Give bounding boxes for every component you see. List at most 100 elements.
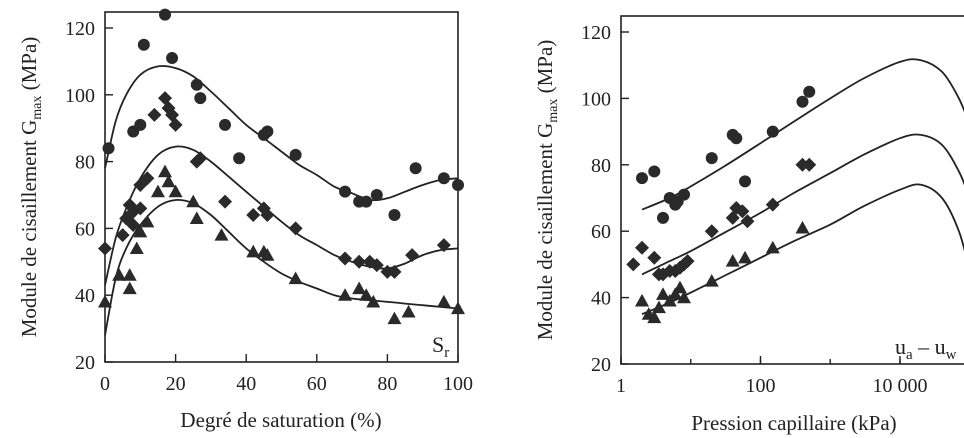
capillary-pressure-chart-y-axis-label: Module de cisaillement Gmax (MPa)	[533, 40, 561, 341]
saturation-chart-y-tick-label: 80	[75, 152, 95, 174]
saturation-chart-diamond-point	[405, 248, 420, 263]
saturation-chart-diamond-point	[193, 151, 208, 166]
saturation-chart-triangle-point	[189, 211, 204, 224]
capillary-pressure-chart-diamond-point	[704, 224, 719, 239]
saturation-chart-triangle-point	[122, 281, 137, 295]
capillary-pressure-chart-circle-point	[635, 172, 648, 185]
capillary-pressure-chart-corner-label-sub: a	[906, 347, 913, 363]
saturation-chart-diamond-point	[288, 221, 303, 236]
capillary-pressure-chart-triangle-point	[795, 220, 810, 234]
saturation-chart-diamond-point	[380, 264, 395, 279]
capillary-pressure-chart-diamond-point	[802, 157, 817, 172]
saturation-chart-y-axis-label-main: Module de cisaillement G	[17, 120, 41, 338]
saturation-chart-diamond-point	[126, 218, 141, 233]
saturation-chart-circle-point	[360, 195, 373, 208]
saturation-chart-circle-point	[166, 52, 179, 65]
saturation-chart-triangle-point	[133, 224, 148, 238]
saturation-chart-triangle-point	[352, 281, 367, 295]
capillary-pressure-chart-y-tick-label: 40	[591, 288, 611, 310]
saturation-chart-circle-point	[194, 92, 207, 105]
capillary-pressure-chart-circle-fit-curve	[641, 58, 964, 211]
capillary-pressure-chart-circle-point	[648, 165, 661, 178]
capillary-pressure-chart-y-axis-label-main: Module de cisaillement G	[533, 123, 557, 341]
capillary-pressure-chart-circle-point	[739, 175, 752, 188]
capillary-pressure-chart-y-axis-label-unit: (MPa)	[533, 40, 557, 99]
capillary-pressure-chart-triangle-point	[704, 274, 719, 287]
saturation-chart-y-axis-label: Module de cisaillement Gmax (MPa)	[17, 37, 45, 338]
saturation-chart-diamond-point	[387, 264, 402, 279]
saturation-chart-y-tick-label: 120	[65, 18, 95, 40]
capillary-pressure-chart-circle-point	[766, 125, 779, 138]
saturation-chart-triangle-point	[140, 214, 155, 228]
saturation-chart-y-axis-label-unit: (MPa)	[17, 37, 41, 96]
saturation-chart-triangle-point	[161, 174, 176, 188]
capillary-pressure-chart-triangle-point	[634, 293, 649, 307]
saturation-chart-circle-point	[289, 148, 302, 161]
saturation-chart-diamond-point	[369, 258, 384, 273]
saturation-chart-triangle-point	[246, 244, 261, 258]
saturation-chart-circle-point	[339, 185, 352, 198]
saturation-chart-circle-point	[102, 142, 115, 155]
saturation-chart-diamond-point	[436, 238, 451, 253]
saturation-chart-y-axis-label-sub: max	[30, 96, 45, 120]
saturation-chart-corner-label-main: S	[432, 332, 444, 357]
capillary-pressure-chart-corner-label-sub2: w	[946, 347, 957, 363]
saturation-chart-diamond-point	[352, 254, 367, 269]
saturation-chart-circle-point	[388, 209, 401, 222]
capillary-pressure-chart-markers	[626, 85, 817, 324]
capillary-pressure-chart-x-axis-label: Pression capillaire (kPa)	[691, 411, 896, 435]
saturation-chart-diamond-point	[246, 208, 261, 223]
capillary-pressure-chart: 1 100 10 000 20 40 60 80 100 120 Pression capill…	[533, 15, 964, 435]
capillary-pressure-chart-triangle-point	[676, 290, 691, 304]
capillary-pressure-chart-corner-label-main: u	[895, 334, 906, 359]
saturation-chart-triangle-point	[260, 248, 275, 261]
capillary-pressure-chart-circle-point	[677, 188, 690, 201]
saturation-chart-diamond-point	[260, 208, 275, 223]
saturation-chart-triangle-point	[150, 184, 165, 198]
capillary-pressure-chart-y-tick-label: 60	[591, 221, 611, 243]
capillary-pressure-chart-frame	[620, 15, 964, 365]
capillary-pressure-chart-diamond-point	[634, 240, 649, 255]
capillary-pressure-chart-diamond-point	[740, 214, 755, 229]
capillary-pressure-chart-y-axis-label-sub: max	[546, 99, 561, 123]
capillary-pressure-chart-corner-label: ua – uw	[895, 334, 957, 363]
capillary-pressure-chart-fit-curves	[641, 58, 964, 316]
saturation-chart-diamond-point	[338, 251, 353, 266]
capillary-pressure-chart-triangle-point	[672, 280, 687, 294]
saturation-chart-triangle-point	[436, 294, 451, 308]
capillary-pressure-chart-diamond-fit-curve	[641, 133, 964, 276]
saturation-chart-circle-point	[452, 178, 464, 191]
saturation-chart-triangle-point	[338, 288, 353, 301]
capillary-pressure-chart-triangle-point	[765, 240, 780, 254]
capillary-pressure-chart-circle-point	[803, 85, 816, 98]
saturation-chart-triangle-point	[214, 228, 229, 241]
capillary-pressure-chart-diamond-point	[647, 250, 662, 265]
capillary-pressure-chart-triangle-point	[651, 300, 666, 314]
saturation-chart-circle-point	[134, 118, 147, 131]
capillary-pressure-chart-y-tick-label: 80	[591, 155, 611, 177]
capillary-pressure-chart-x-tick-label: 100	[746, 375, 776, 397]
saturation-chart-triangle-point	[158, 164, 173, 178]
saturation-chart-triangle-point	[359, 288, 374, 301]
capillary-pressure-chart-triangle-point	[655, 287, 670, 300]
saturation-chart-diamond-point	[115, 228, 130, 243]
saturation-chart-diamond-point	[98, 241, 112, 256]
saturation-chart-circle-point	[409, 162, 422, 175]
capillary-pressure-chart-triangle-fit-curve	[641, 183, 964, 316]
saturation-chart-triangle-point	[451, 301, 465, 315]
saturation-chart-triangle-point	[112, 268, 127, 281]
saturation-chart-circle-point	[137, 38, 150, 51]
saturation-chart-x-tick-label: 20	[166, 373, 186, 395]
saturation-chart-x-tick-label: 60	[307, 373, 327, 395]
capillary-pressure-chart-diamond-point	[765, 197, 780, 212]
saturation-chart-x-axis-label: Degré de saturation (%)	[180, 408, 381, 432]
saturation-chart-diamond-fit-curve	[104, 145, 459, 286]
saturation-chart-circle-point	[219, 118, 232, 131]
capillary-pressure-chart-diamond-point	[735, 204, 750, 219]
saturation-chart-corner-label-sub: r	[444, 345, 449, 361]
saturation-chart-triangle-point	[129, 241, 144, 255]
capillary-pressure-chart-y-tick-label: 20	[591, 354, 611, 376]
saturation-chart-circle-fit-curve	[104, 65, 459, 202]
capillary-pressure-chart-diamond-point	[626, 257, 641, 272]
